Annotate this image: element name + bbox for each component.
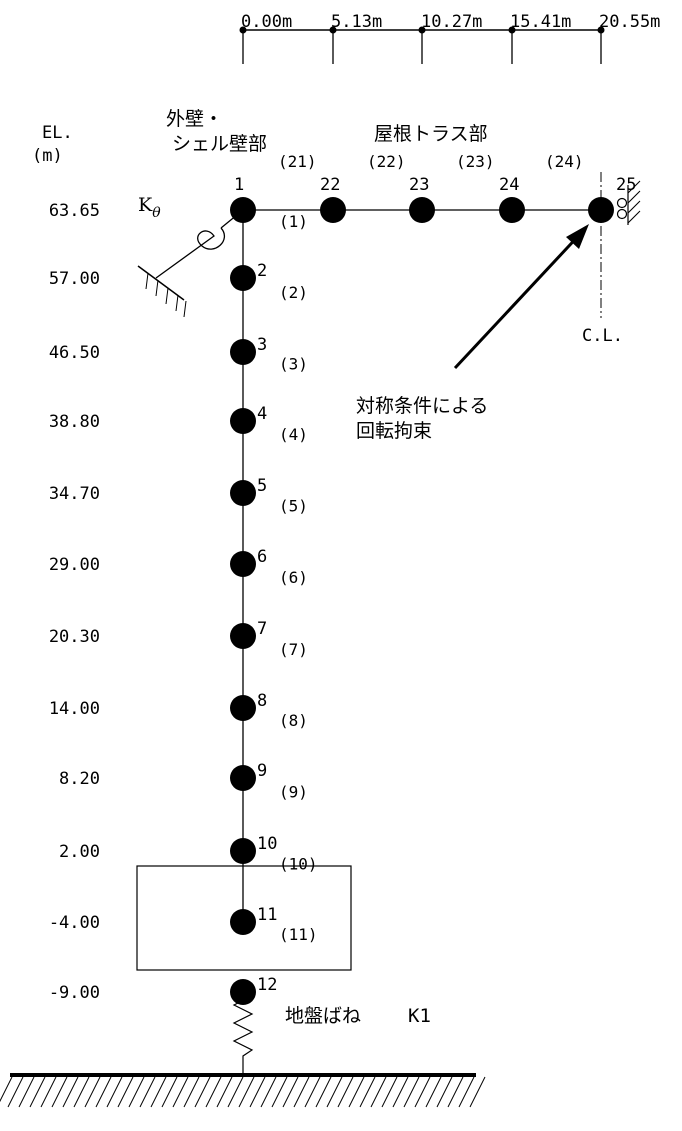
roof-node-marker xyxy=(499,197,525,223)
column-node-marker xyxy=(230,979,256,1005)
scale-label: 15.41m xyxy=(510,12,571,32)
scale-tick-dot xyxy=(239,26,247,34)
elevation-label: 34.70 xyxy=(49,484,100,504)
roof-element-number: (21) xyxy=(278,152,317,171)
column-node-marker xyxy=(230,197,256,223)
elevation-label: 8.20 xyxy=(59,769,100,789)
elevation-label: 57.00 xyxy=(49,269,100,289)
column-node-marker xyxy=(230,838,256,864)
elevation-header-line1: EL. xyxy=(42,123,73,143)
roof-node-marker xyxy=(409,197,435,223)
column-element-number: (8) xyxy=(279,711,308,730)
elevation-label: -4.00 xyxy=(49,913,100,933)
column-element-number: (11) xyxy=(279,925,318,944)
elevation-label: 14.00 xyxy=(49,699,100,719)
roof-section-label: 屋根トラス部 xyxy=(374,123,488,145)
rotational-spring-subscript: θ xyxy=(152,205,161,221)
scale-tick-dot xyxy=(508,26,516,34)
scale-label: 10.27m xyxy=(421,12,482,32)
ground-spring-symbol-label: K1 xyxy=(408,1005,431,1027)
roof-element-number: (22) xyxy=(367,152,406,171)
column-node-number: 7 xyxy=(257,619,267,639)
column-node-marker xyxy=(230,623,256,649)
elevation-label: -9.00 xyxy=(49,983,100,1003)
column-node-number: 4 xyxy=(257,404,267,424)
roof-node-number: 22 xyxy=(320,175,340,195)
column-node-number: 10 xyxy=(257,834,277,854)
elevation-label: 29.00 xyxy=(49,555,100,575)
column-node-marker xyxy=(230,551,256,577)
column-element-number: (2) xyxy=(279,283,308,302)
column-element-number: (5) xyxy=(279,497,308,516)
column-node-number: 1 xyxy=(234,175,244,195)
column-node-number: 9 xyxy=(257,761,267,781)
annotation-text: 対称条件による xyxy=(356,395,488,417)
scale-label: 0.00m xyxy=(241,12,292,32)
rotational-spring-label: Kθ xyxy=(138,194,161,221)
annotation-text: 回転拘束 xyxy=(356,420,432,442)
column-node-number: 3 xyxy=(257,335,267,355)
roof-node-number: 24 xyxy=(499,175,519,195)
column-node-number: 6 xyxy=(257,547,267,567)
column-element-number: (4) xyxy=(279,425,308,444)
column-node-marker xyxy=(230,909,256,935)
roof-element-number: (23) xyxy=(456,152,495,171)
column-node-number: 5 xyxy=(257,476,267,496)
roof-node-number: 23 xyxy=(409,175,429,195)
column-node-marker xyxy=(230,339,256,365)
column-element-number: (6) xyxy=(279,568,308,587)
scale-label: 20.55m xyxy=(599,12,660,32)
column-element-number: (9) xyxy=(279,783,308,802)
rotational-spring-symbol xyxy=(137,209,244,318)
column-element-number: (10) xyxy=(279,855,318,874)
roof-node-number: 25 xyxy=(616,175,636,195)
column-node-marker xyxy=(230,765,256,791)
elevation-label: 2.00 xyxy=(59,842,100,862)
column-node-number: 8 xyxy=(257,691,267,711)
elevation-label: 46.50 xyxy=(49,343,100,363)
scale-tick-dot xyxy=(329,26,337,34)
elevation-label: 20.30 xyxy=(49,627,100,647)
foundation-box xyxy=(136,865,352,971)
elevation-header-line2: (m) xyxy=(32,146,63,166)
roof-element-number: (24) xyxy=(545,152,584,171)
column-element-number: (3) xyxy=(279,355,308,374)
distance-scale: 0.00m 5.13m 10.27m 15.41m 20.55m xyxy=(239,12,660,64)
ground-hatch xyxy=(0,1073,486,1108)
centerline-label: C.L. xyxy=(582,326,623,346)
column-node-number: 2 xyxy=(257,261,267,281)
roof-node-marker xyxy=(320,197,346,223)
column-node-marker xyxy=(230,695,256,721)
elevation-label: 63.65 xyxy=(49,201,100,221)
column-element-number: (7) xyxy=(279,640,308,659)
annotation-arrow xyxy=(453,224,589,370)
roller-support-symbol xyxy=(616,180,641,225)
column-node-number: 11 xyxy=(257,905,277,925)
column-node-marker xyxy=(230,408,256,434)
column-element-number: (1) xyxy=(279,212,308,231)
scale-label: 5.13m xyxy=(331,12,382,32)
wall-section-label: 外壁・ xyxy=(166,108,223,130)
column-node-number: 12 xyxy=(257,975,277,995)
wall-section-label: シェル壁部 xyxy=(172,133,267,155)
scale-tick-dot xyxy=(597,26,605,34)
ground-spring-label: 地盤ばね xyxy=(285,1005,361,1027)
column-node-marker xyxy=(230,480,256,506)
scale-tick-dot xyxy=(418,26,426,34)
elevation-label: 38.80 xyxy=(49,412,100,432)
roof-node-marker xyxy=(588,197,614,223)
column-node-marker xyxy=(230,265,256,291)
scale-ticks xyxy=(239,26,605,64)
